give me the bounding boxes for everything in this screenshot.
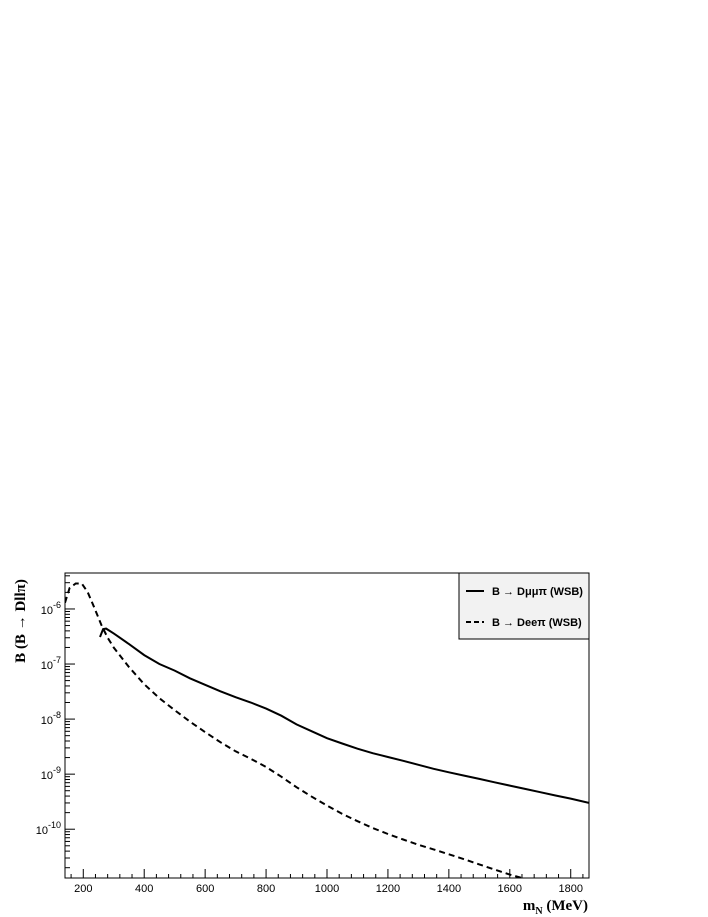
y-tick-label: 10-9 [41,765,61,782]
x-tick-label: 200 [74,883,92,895]
series-layer [65,582,589,878]
y-tick-label: 10-10 [36,820,61,837]
y-tick-label: 10-8 [41,710,61,727]
y-axis-title: B (B → Dllπ) [13,579,29,663]
legend-label: B → Deeπ (WSB) [492,617,582,629]
legend: B → Dμμπ (WSB) B → Deeπ (WSB) [458,572,590,640]
x-tick-label: 800 [257,883,275,895]
x-tick-label: 400 [135,883,153,895]
x-axis-title: mN (MeV) [523,898,588,917]
x-axis: 200 400 600 800 1000 1200 1400 1600 1800 [70,869,584,895]
x-tick-label: 1000 [315,883,339,895]
y-tick-label: 10-7 [41,655,61,672]
series-line-mumu [99,627,589,804]
legend-box [458,572,590,640]
legend-label: B → Dμμπ (WSB) [492,586,583,598]
y-tick-label: 10-6 [41,600,61,617]
x-tick-label: 1600 [498,883,522,895]
series-line-dee [65,582,526,878]
x-tick-label: 600 [196,883,214,895]
x-tick-label: 1800 [558,883,582,895]
y-axis: 10-10 10-9 10-8 10-7 10-6 [36,575,75,869]
x-tick-label: 1400 [437,883,461,895]
x-tick-label: 1200 [376,883,400,895]
